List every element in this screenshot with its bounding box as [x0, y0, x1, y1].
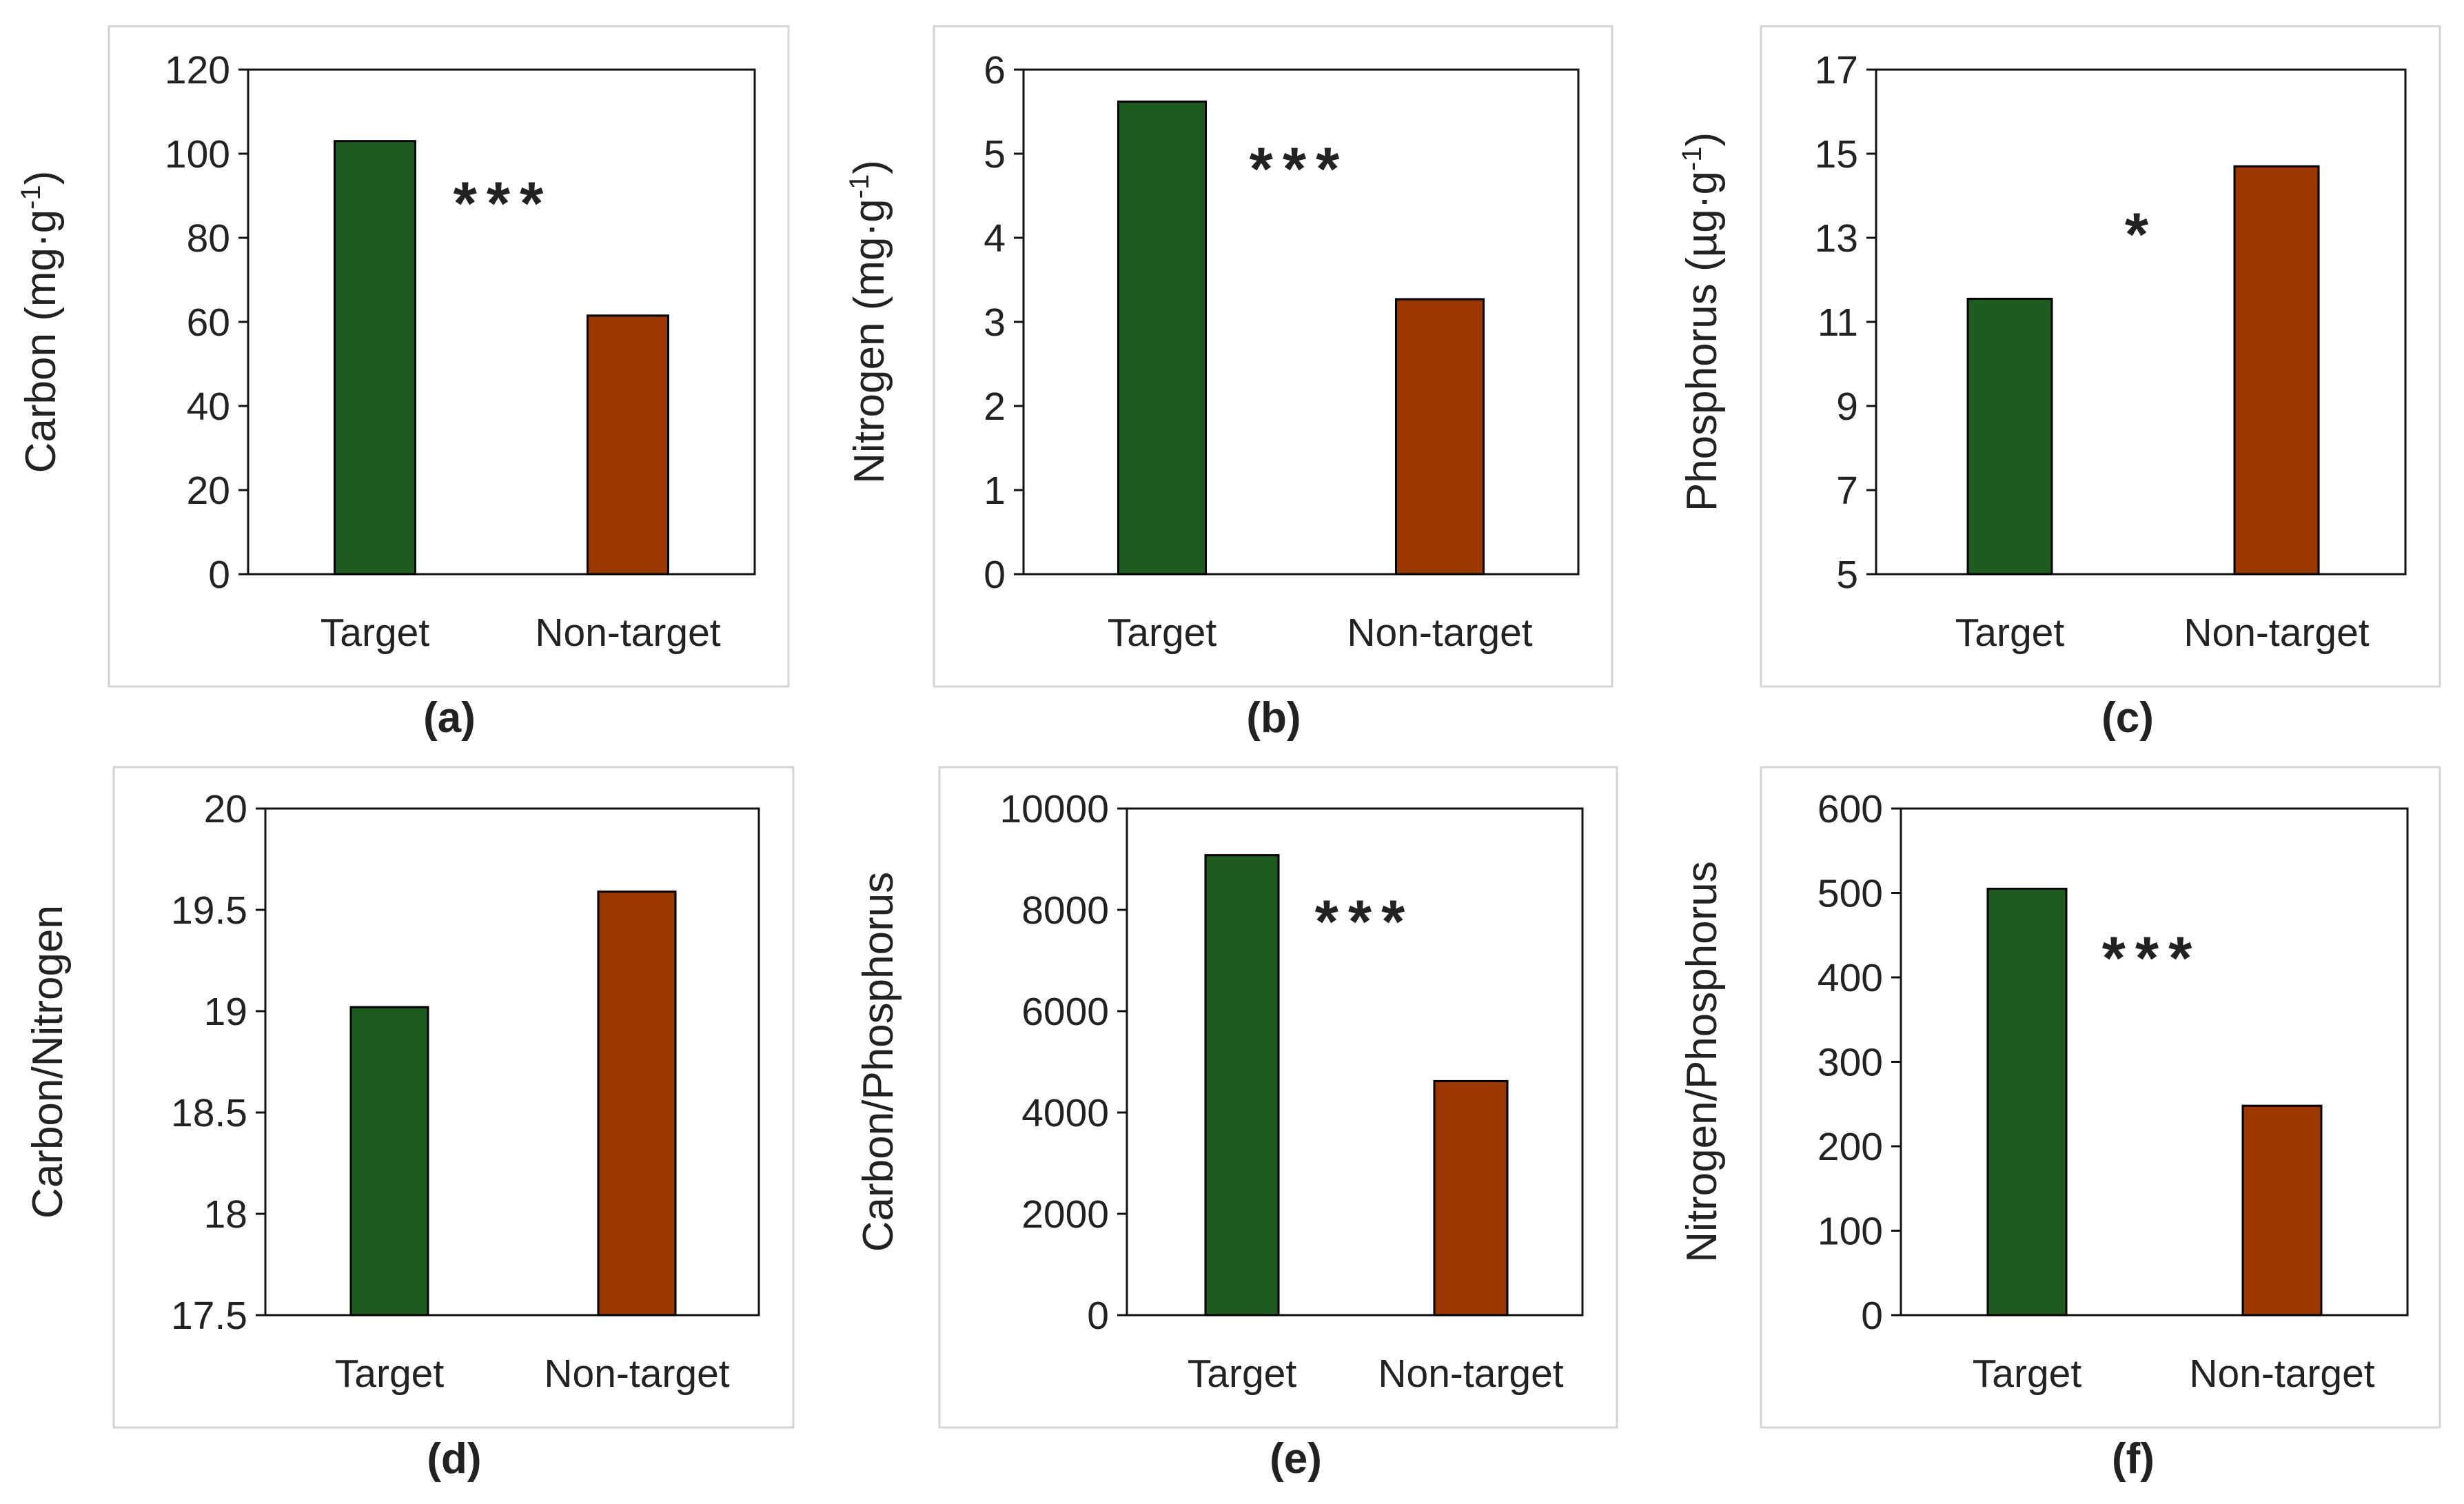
- y-tick-label: 9: [1836, 385, 1858, 429]
- chart-panel-e: 0 2000 4000 6000 8000 10000 Target Non-target Ca…: [855, 766, 1618, 1483]
- bar-non-target: [587, 314, 669, 576]
- significance-marker: ***: [454, 169, 553, 237]
- panel-caption: (e): [1270, 1435, 1322, 1483]
- x-category-label: Non-target: [1347, 611, 1532, 655]
- x-category-label: Target: [1188, 1352, 1297, 1396]
- bar-non-target: [1433, 1079, 1509, 1317]
- y-tick-label: 500: [1818, 872, 1883, 916]
- y-tick-label: 6000: [1021, 990, 1109, 1034]
- bar-non-target: [2241, 1104, 2323, 1317]
- significance-marker: ***: [1315, 887, 1415, 955]
- y-tick-label: 400: [1818, 956, 1883, 1000]
- y-tick-label: 100: [1818, 1210, 1883, 1254]
- x-category-label: Non-target: [2183, 611, 2369, 655]
- y-tick-label: 5: [984, 132, 1006, 176]
- y-tick-label: 19: [204, 990, 247, 1034]
- x-category-label: Non-target: [1378, 1352, 1563, 1396]
- y-tick-label: 0: [208, 553, 230, 597]
- y-tick-label: 1: [984, 469, 1006, 513]
- panel-caption: (c): [2101, 694, 2154, 742]
- bar-non-target: [597, 891, 677, 1317]
- chart-panel-a: 0 20 40 60 80 100 120 Target Non-target Carbon (m…: [16, 25, 790, 742]
- plot-area: [264, 807, 760, 1317]
- y-tick-label: 60: [187, 301, 230, 345]
- panel-caption: (b): [1246, 694, 1301, 742]
- y-tick-label: 2: [984, 385, 1006, 429]
- panel-frame: [108, 25, 790, 688]
- y-tick-label: 2000: [1021, 1192, 1109, 1237]
- chart-panel-b: 0 1 2 3 4 5 6 Target Non-target Nitrogen (mg·g-1)…: [844, 25, 1613, 742]
- y-tick-label: 17: [1815, 48, 1858, 92]
- x-category-label: Target: [1108, 611, 1217, 655]
- bar-non-target: [1395, 298, 1485, 576]
- bar-target: [1986, 887, 2068, 1317]
- panel-frame: [112, 766, 795, 1429]
- y-tick-label: 5: [1836, 553, 1858, 597]
- x-category-label: Target: [335, 1352, 445, 1396]
- plot-area: [1126, 807, 1584, 1317]
- significance-marker: ***: [1250, 134, 1350, 203]
- chart-panel-f: 0 100 200 300 400 500 600 Target Non-target Nitro…: [1678, 766, 2441, 1483]
- bar-target: [349, 1006, 429, 1317]
- y-tick-label: 120: [165, 48, 230, 92]
- y-tick-label: 4000: [1021, 1091, 1109, 1135]
- y-tick-label: 600: [1818, 787, 1883, 831]
- y-tick-label: 300: [1818, 1041, 1883, 1085]
- y-tick-label: 40: [187, 385, 230, 429]
- y-tick-label: 10000: [999, 787, 1109, 831]
- bar-non-target: [2233, 165, 2320, 576]
- y-tick-label: 17.5: [171, 1294, 247, 1338]
- y-tick-label: 0: [1087, 1294, 1109, 1338]
- panel-frame: [933, 25, 1613, 688]
- bar-target: [1117, 100, 1207, 576]
- y-axis-title: Carbon (mg·g-1): [16, 171, 65, 474]
- panel-frame: [1760, 766, 2441, 1429]
- y-axis-title: Nitrogen/Phosphorus: [1678, 861, 1726, 1262]
- y-tick-label: 15: [1815, 132, 1858, 176]
- y-axis-title: Nitrogen (mg·g-1): [844, 160, 893, 484]
- y-axis-title: Phosphorus (µg·g-1): [1677, 132, 1726, 511]
- panel-caption: (a): [423, 694, 476, 742]
- bar-target: [1966, 297, 2053, 576]
- y-tick-label: 8000: [1021, 888, 1109, 933]
- x-category-label: Non-target: [2189, 1352, 2374, 1396]
- y-tick-label: 0: [1861, 1294, 1883, 1338]
- significance-marker: ***: [2102, 924, 2202, 992]
- y-tick-label: 20: [204, 787, 247, 831]
- y-axis-title: Carbon/Nitrogen: [24, 905, 72, 1219]
- bar-target: [334, 140, 416, 576]
- panel-caption: (f): [2112, 1435, 2155, 1483]
- x-category-label: Target: [320, 611, 430, 655]
- y-tick-label: 18.5: [171, 1091, 247, 1135]
- y-tick-label: 13: [1815, 216, 1858, 261]
- panel-caption: (d): [427, 1435, 481, 1483]
- y-tick-label: 200: [1818, 1125, 1883, 1169]
- x-category-label: Target: [1973, 1352, 2082, 1396]
- y-tick-label: 80: [187, 216, 230, 261]
- y-tick-label: 100: [165, 132, 230, 176]
- y-tick-label: 20: [187, 469, 230, 513]
- y-tick-label: 18: [204, 1192, 247, 1237]
- x-category-label: Target: [1955, 611, 2065, 655]
- y-tick-label: 0: [984, 553, 1006, 597]
- chart-panel-c: 5 7 9 11 13 15 17 Target Non-target Phosphorus (µ…: [1677, 25, 2441, 742]
- chart-panel-d: 17.5 18 18.5 19 19.5 20 Target Non-target Carbon…: [24, 766, 795, 1483]
- y-axis-title: Carbon/Phosphorus: [855, 872, 902, 1252]
- y-tick-label: 7: [1836, 469, 1858, 513]
- y-tick-label: 11: [1818, 301, 1858, 345]
- x-category-label: Non-target: [535, 611, 720, 655]
- y-tick-label: 19.5: [171, 888, 247, 933]
- significance-marker: *: [2125, 200, 2158, 268]
- panel-frame: [1760, 25, 2441, 688]
- y-tick-label: 6: [984, 48, 1006, 92]
- y-tick-label: 4: [984, 216, 1006, 261]
- x-category-label: Non-target: [544, 1352, 729, 1396]
- y-tick-label: 3: [984, 301, 1006, 345]
- bar-target: [1204, 854, 1280, 1317]
